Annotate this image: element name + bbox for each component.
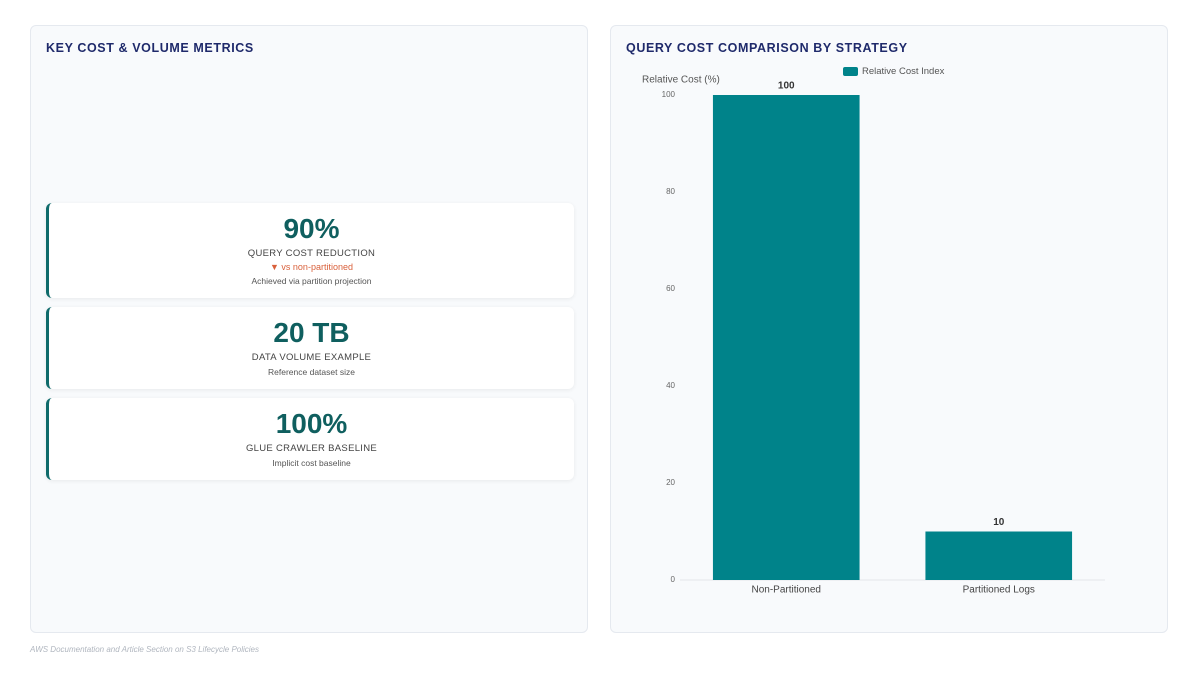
metric-label: DATA VOLUME EXAMPLE xyxy=(251,352,372,363)
metric-note: Achieved via partition projection xyxy=(251,276,372,286)
metric-card: 100% GLUE CRAWLER BASELINE Implicit cost… xyxy=(46,398,574,480)
data-label: 100 xyxy=(778,81,795,92)
y-tick-label: 100 xyxy=(662,90,676,99)
bar xyxy=(712,95,860,580)
metric-value: 20 TB xyxy=(273,317,350,348)
x-tick-label: Partitioned Logs xyxy=(963,585,1035,596)
chart-panel: QUERY COST COMPARISON BY STRATEGY xyxy=(610,25,1168,633)
metric-card: 20 TB DATA VOLUME EXAMPLE Reference data… xyxy=(46,307,574,389)
legend-label: Relative Cost Index xyxy=(862,66,945,77)
x-tick-label: Non-Partitioned xyxy=(752,585,821,596)
metric-note: Implicit cost baseline xyxy=(272,458,351,468)
metric-value: 90% xyxy=(283,213,340,244)
metric-note: Reference dataset size xyxy=(268,367,355,377)
chart: Relative Cost (%) 0 20 40 60 80 100 Relative C… xyxy=(642,66,1105,596)
y-tick-label: 80 xyxy=(666,187,675,196)
y-tick-label: 60 xyxy=(666,284,675,293)
metrics-panel: KEY COST & VOLUME METRICS 90% QUERY COST… xyxy=(30,25,588,633)
y-tick-label: 40 xyxy=(666,381,675,390)
y-tick-label: 20 xyxy=(666,478,675,487)
y-axis-label: Relative Cost (%) xyxy=(642,75,720,86)
y-tick-label: 0 xyxy=(671,575,676,584)
legend-swatch xyxy=(843,67,858,76)
panel-title: QUERY COST COMPARISON BY STRATEGY xyxy=(626,41,908,55)
metric-value: 100% xyxy=(275,408,348,439)
metric-label: GLUE CRAWLER BASELINE xyxy=(245,443,378,454)
panel-title: KEY COST & VOLUME METRICS xyxy=(46,41,254,55)
data-label: 10 xyxy=(993,517,1005,528)
metric-label: QUERY COST REDUCTION xyxy=(247,248,376,259)
metric-card: 90% QUERY COST REDUCTION ▼ vs non-partit… xyxy=(46,203,574,298)
metric-delta: ▼ vs non-partitioned xyxy=(270,262,353,272)
bar xyxy=(925,531,1073,580)
footer: AWS Documentation and Article Section on… xyxy=(30,645,260,654)
